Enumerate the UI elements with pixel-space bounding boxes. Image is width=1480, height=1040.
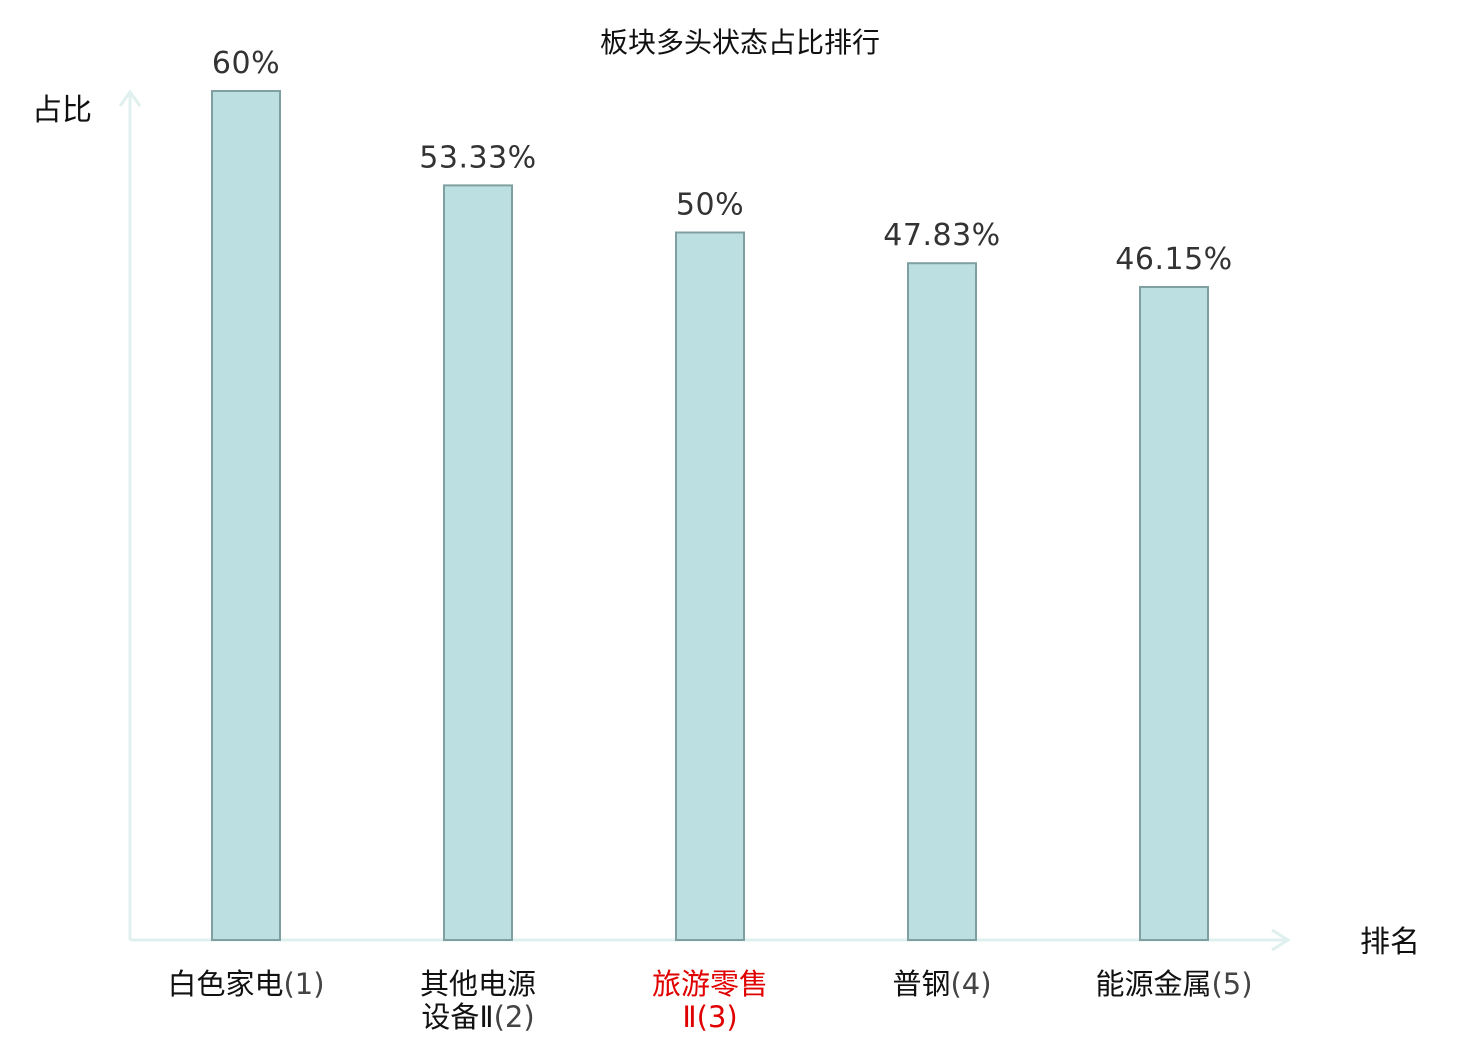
y-axis bbox=[118, 89, 142, 940]
x-axis-label: 排名 bbox=[1360, 925, 1420, 960]
y-axis-arrow bbox=[118, 89, 142, 107]
value-label-1: 60% bbox=[212, 46, 280, 81]
category-label-line: 旅游零售 bbox=[652, 967, 768, 1001]
category-rank: (2) bbox=[494, 1000, 535, 1034]
category-labels-group: 白色家电(1) 其他电源设备Ⅱ(2) 旅游零售 Ⅱ(3) 普钢(4) 能源金属(5) bbox=[167, 967, 1252, 1034]
value-labels-group: 60% 53.33% 50% 47.83% 46.15% bbox=[212, 46, 1232, 277]
y-axis-label: 占比 bbox=[32, 93, 92, 128]
category-label-line: 白色家电(1) bbox=[167, 967, 324, 1001]
category-rank: (1) bbox=[283, 967, 324, 1001]
bar-5 bbox=[1139, 285, 1209, 942]
category-label-3: 旅游零售 Ⅱ(3) bbox=[652, 967, 768, 1034]
category-label-5: 能源金属(5) bbox=[1095, 967, 1252, 1001]
category-label-2: 其他电源设备Ⅱ(2) bbox=[420, 967, 536, 1034]
bar-2 bbox=[443, 184, 513, 941]
value-label-3: 50% bbox=[676, 188, 744, 223]
bar-4 bbox=[907, 262, 977, 941]
category-label-line: 普钢(4) bbox=[892, 967, 991, 1001]
chart-title: 板块多头状态占比排行 bbox=[600, 26, 880, 59]
category-rank: (4) bbox=[950, 967, 991, 1001]
category-label-4: 普钢(4) bbox=[892, 967, 991, 1001]
x-axis-arrow bbox=[1271, 928, 1291, 952]
value-label-4: 47.83% bbox=[883, 218, 1000, 253]
value-label-5: 46.15% bbox=[1115, 242, 1232, 277]
category-rank: (5) bbox=[1211, 967, 1252, 1001]
bar-1 bbox=[211, 90, 281, 941]
category-label-line: 其他电源 bbox=[420, 967, 536, 1001]
category-label-line: Ⅱ(3) bbox=[682, 1000, 737, 1034]
category-label-line: 能源金属(5) bbox=[1095, 967, 1252, 1001]
value-label-2: 53.33% bbox=[419, 140, 536, 175]
category-label-line: 设备Ⅱ(2) bbox=[421, 1000, 534, 1034]
category-label-1: 白色家电(1) bbox=[167, 967, 324, 1001]
bar-3 bbox=[675, 231, 745, 941]
bars-group bbox=[211, 90, 1209, 942]
category-rank: (3) bbox=[697, 1000, 738, 1034]
